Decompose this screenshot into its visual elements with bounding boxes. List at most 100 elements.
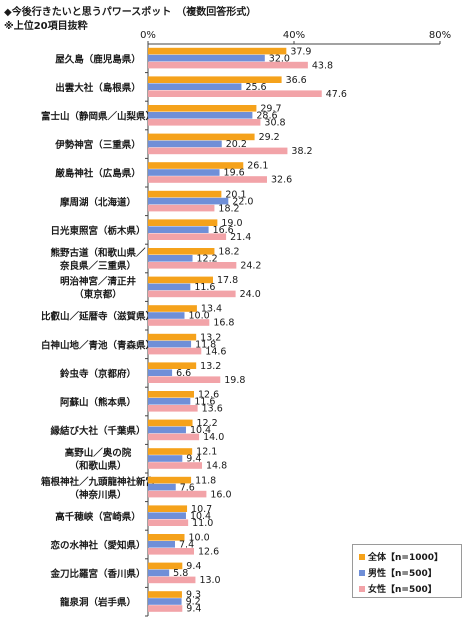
bar-all (148, 276, 213, 284)
bar-female (148, 233, 227, 240)
data-label-all: 12.1 (196, 447, 217, 458)
data-label-female: 13.0 (199, 575, 220, 586)
x-tick-label: 80% (429, 30, 451, 41)
data-label-female: 14.0 (203, 432, 224, 443)
chart-title: ◆今後行きたいと思うパワースポット （複数回答形式） (4, 7, 257, 18)
data-label-male: 7.4 (179, 540, 194, 551)
data-label-male: 9.4 (186, 454, 201, 465)
category-label: 阿蘇山（熊本県） (60, 397, 136, 409)
data-label-all: 17.8 (217, 275, 238, 286)
bar-all (148, 448, 193, 455)
data-label-all: 36.6 (286, 75, 307, 86)
bar-all (148, 391, 194, 398)
category-label: 高野山／奥の院 (65, 447, 132, 459)
legend-label-male: 男性【n=500】 (368, 569, 437, 579)
bar-all (148, 505, 188, 512)
data-label-male: 5.8 (173, 568, 188, 579)
data-label-male: 28.6 (256, 111, 277, 122)
data-label-male: 11.6 (194, 397, 215, 408)
category-label: 摩周湖（北海道） (60, 196, 136, 208)
bar-all (148, 362, 197, 369)
bar-all (148, 133, 255, 141)
legend-item-all: 全体【n=1000】 (359, 550, 443, 563)
bar-male (148, 483, 176, 491)
data-label-all: 19.0 (221, 218, 242, 229)
data-label-all: 9.4 (186, 561, 201, 572)
data-label-all: 29.7 (260, 104, 281, 115)
bar-male (148, 226, 209, 233)
data-label-male: 9.2 (186, 597, 201, 608)
bar-male (148, 398, 191, 405)
data-label-male: 16.6 (213, 225, 234, 236)
bar-male (148, 569, 170, 577)
bar-all (148, 305, 197, 312)
data-label-male: 25.6 (245, 82, 266, 93)
category-label: （和歌山県） (69, 460, 126, 472)
bar-all (148, 47, 287, 55)
chart-subtitle: ※上位20項目抜粋 (4, 21, 88, 32)
bar-male (148, 83, 242, 90)
data-label-female: 21.4 (230, 232, 251, 243)
bar-female (148, 548, 194, 555)
data-label-all: 37.9 (290, 46, 311, 57)
data-label-female: 14.6 (205, 346, 226, 357)
data-label-female: 24.2 (240, 261, 261, 272)
category-label: 恋の水神社（愛知県） (50, 540, 145, 552)
bar-all (148, 419, 193, 427)
bar-male (148, 283, 191, 291)
category-label: 箱根神社／九頭龍神社新宮 (40, 476, 155, 488)
legend-item-male: 男性【n=500】 (359, 566, 437, 579)
bar-male (148, 255, 193, 262)
bar-all (148, 76, 282, 83)
data-label-male: 22.0 (232, 196, 253, 207)
data-label-female: 13.6 (202, 404, 223, 415)
bar-female (148, 176, 267, 183)
category-label: 伊勢神宮（三重県） (54, 139, 141, 151)
bar-female (148, 90, 322, 97)
data-label-all: 18.2 (218, 247, 239, 258)
bar-female (148, 147, 288, 155)
category-label: 屋久島（鹿児島県） (55, 53, 141, 65)
bar-female (148, 433, 200, 441)
data-label-male: 11.8 (195, 339, 216, 350)
data-label-female: 9.4 (186, 604, 201, 615)
bar-male (148, 169, 220, 176)
data-label-female: 12.6 (198, 547, 219, 558)
data-label-female: 24.0 (240, 289, 261, 300)
category-label: 出雲大社（島根県） (55, 82, 141, 94)
bar-all (148, 562, 183, 570)
x-tick-label: 40% (283, 30, 305, 41)
bar-male (148, 140, 222, 148)
x-tick-label: 0% (140, 30, 156, 41)
data-label-female: 19.8 (224, 375, 245, 386)
data-label-female: 38.2 (291, 146, 312, 157)
bar-male (148, 598, 182, 605)
bar-female (148, 519, 189, 526)
data-label-female: 16.8 (213, 318, 234, 329)
category-label: 明治神宮／清正井 (60, 276, 137, 288)
bar-all (148, 105, 257, 112)
data-label-all: 13.2 (200, 361, 221, 372)
data-label-female: 32.6 (271, 175, 292, 186)
data-label-all: 10.7 (191, 504, 212, 515)
data-label-all: 9.3 (186, 590, 201, 601)
bar-male (148, 369, 173, 376)
bar-male (148, 197, 229, 205)
legend-swatch-all (359, 554, 365, 560)
bar-male (148, 54, 265, 62)
bar-male (148, 340, 192, 348)
bar-female (148, 119, 261, 126)
data-label-male: 11.6 (194, 282, 215, 293)
bar-all (148, 162, 244, 169)
bar-male (148, 426, 186, 434)
bar-female (148, 347, 202, 355)
bar-female (148, 262, 237, 269)
data-label-all: 26.1 (247, 161, 268, 172)
data-label-male: 6.6 (176, 368, 191, 379)
legend-label-female: 女性【n=500】 (368, 585, 437, 595)
data-label-male: 19.6 (224, 168, 245, 179)
bar-all (148, 219, 218, 226)
bar-all (148, 333, 197, 341)
data-label-all: 29.2 (259, 132, 280, 143)
